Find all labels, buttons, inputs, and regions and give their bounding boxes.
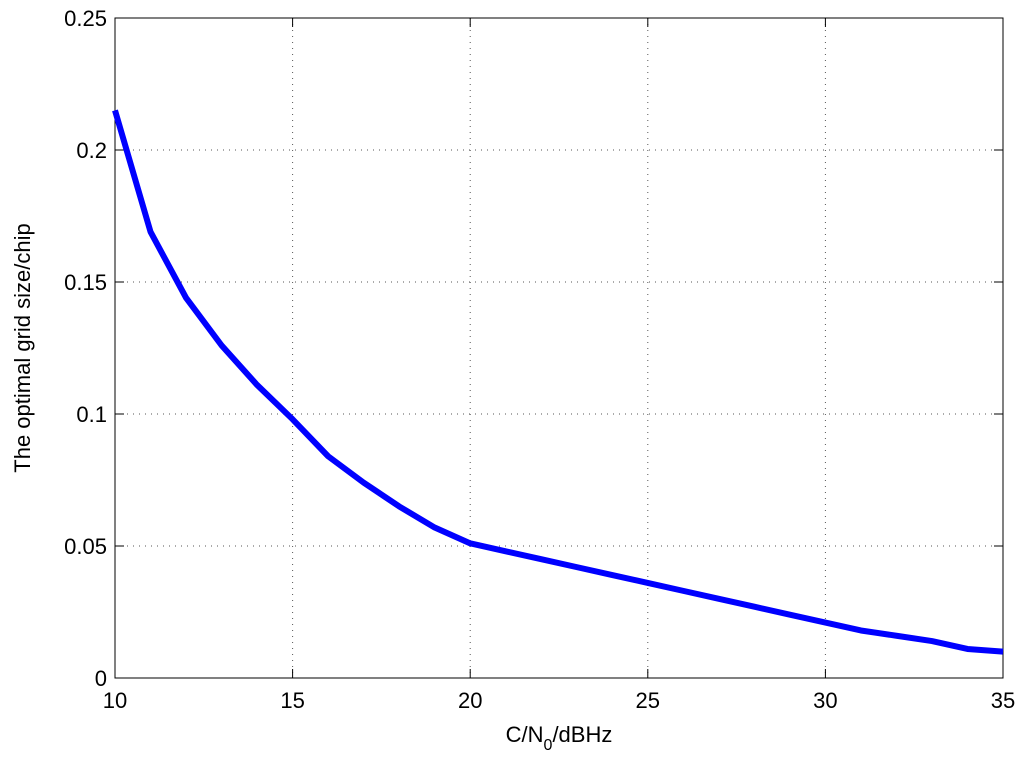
x-label-part: C/N xyxy=(506,722,544,747)
y-tick-label: 0.1 xyxy=(76,402,107,427)
plot-frame xyxy=(114,17,1004,679)
y-tick-label: 0.15 xyxy=(64,270,107,295)
x-label-part: /dBHz xyxy=(552,722,612,747)
y-tick-label: 0.2 xyxy=(76,138,107,163)
data-line xyxy=(112,109,1004,655)
x-tick-label: 20 xyxy=(458,688,482,713)
y-tick-label: 0.25 xyxy=(64,6,107,31)
x-tick-label: 30 xyxy=(813,688,837,713)
x-label-subscript: 0 xyxy=(544,737,553,754)
y-tick-label: 0 xyxy=(95,666,107,691)
y-axis-label: The optimal grid size/chip xyxy=(10,223,35,472)
x-tick-label: 15 xyxy=(280,688,304,713)
x-axis-label: C/N0/dBHz xyxy=(506,722,613,754)
x-tick-label: 25 xyxy=(636,688,660,713)
y-tick-label: 0.05 xyxy=(64,534,107,559)
x-tick-label: 35 xyxy=(991,688,1015,713)
x-tick-label: 10 xyxy=(103,688,127,713)
